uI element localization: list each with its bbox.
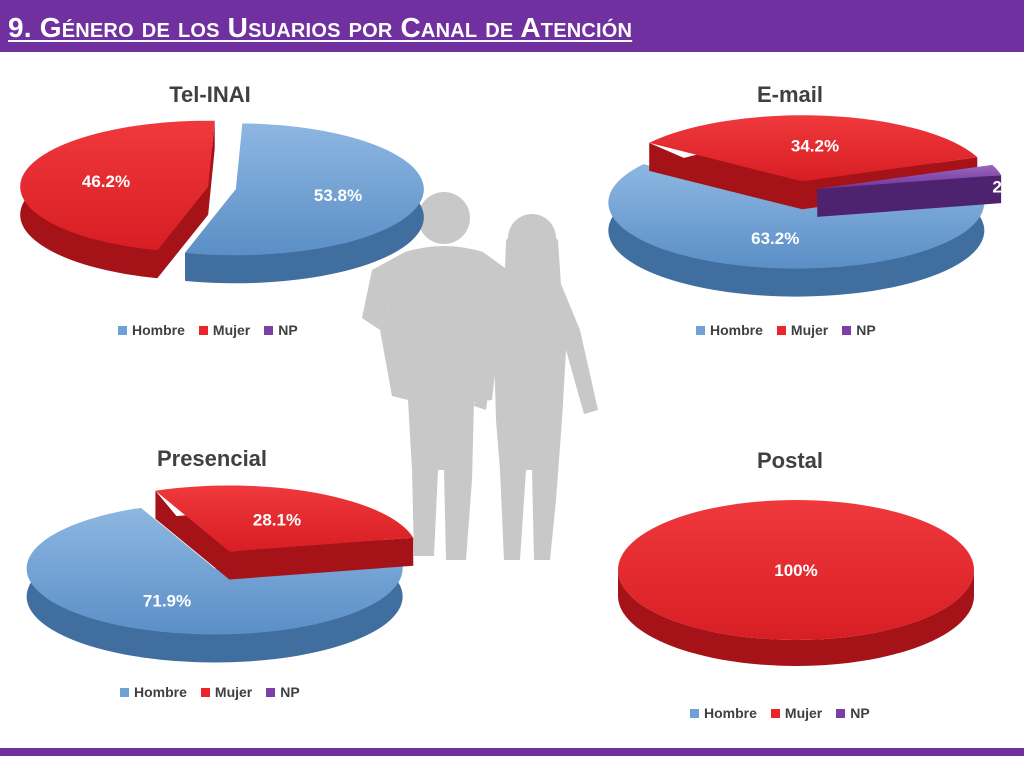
couple-silhouette-icon: [362, 192, 598, 560]
pie-slice-hombre: [185, 123, 424, 284]
pie-chart-0: 53.8% 46.2%: [20, 120, 424, 284]
header-bar: 9. Género de los Usuarios por Canal de A…: [0, 0, 1024, 52]
legend-item-hombre: Hombre: [696, 322, 763, 338]
pie-data-label: 63.2%: [751, 229, 799, 248]
legend-item-np: NP: [264, 322, 298, 338]
pie-slice-mujer: [618, 500, 974, 666]
chart-title-postal: Postal: [756, 448, 824, 473]
pie-slice-top: [649, 115, 978, 182]
pie-slice-top: [155, 485, 414, 552]
chart-title-presencial: Presencial: [156, 446, 268, 471]
legend-item-hombre: Hombre: [118, 322, 185, 338]
legend-item-mujer: Mujer: [776, 322, 828, 338]
pie-charts-canvas: 53.8% 46.2% 63.2% 34.2% 2.6% 71.9% 28.1% 100%: [20, 115, 1024, 666]
pie-slice-top: [185, 123, 424, 256]
pie-chart-1: 63.2% 34.2% 2.6%: [608, 115, 1024, 297]
pie-chart-2: 71.9% 28.1%: [26, 485, 414, 663]
legend-item-mujer: Mujer: [770, 705, 822, 721]
pie-slice-mujer: [155, 485, 414, 580]
pie-data-label: 2.6%: [992, 177, 1024, 196]
pie-data-label: 28.1%: [253, 510, 301, 529]
legend-item-np: NP: [266, 684, 300, 700]
pie-slice-top: [817, 164, 1002, 189]
pie-slice-side: [618, 570, 974, 666]
pie-data-label: 100%: [774, 561, 817, 580]
legend-item-np: NP: [836, 705, 870, 721]
legend-item-np: NP: [842, 322, 876, 338]
pie-slice-mujer: [20, 120, 215, 279]
chart-title-tel-inai: Tel-INAI: [169, 82, 251, 107]
legend-presencial: Hombre Mujer NP: [120, 684, 300, 700]
pie-data-label: 34.2%: [791, 136, 839, 155]
legend-postal: Hombre Mujer NP: [690, 705, 870, 721]
legend-item-mujer: Mujer: [200, 684, 252, 700]
pie-slice-np: [817, 164, 1002, 217]
chart-title-email: E-mail: [756, 82, 824, 107]
page-title: 9. Género de los Usuarios por Canal de A…: [8, 12, 633, 43]
pie-data-label: 71.9%: [143, 592, 191, 611]
legend-email: Hombre Mujer NP: [696, 322, 876, 338]
legend-tel-inai: Hombre Mujer NP: [118, 322, 298, 338]
pie-slice-top: [608, 164, 985, 269]
pie-chart-3: 100%: [618, 500, 974, 666]
pie-slice-top: [20, 120, 215, 251]
pie-slice-top: [26, 507, 403, 635]
legend-item-hombre: Hombre: [690, 705, 757, 721]
pie-data-label: 46.2%: [82, 172, 130, 191]
pie-slice-top: [618, 500, 974, 640]
footer-bar: [0, 748, 1024, 756]
legend-item-hombre: Hombre: [120, 684, 187, 700]
pie-data-label: 53.8%: [314, 186, 362, 205]
pie-slice-hombre: [26, 507, 403, 663]
pie-slice-hombre: [608, 164, 985, 297]
legend-item-mujer: Mujer: [198, 322, 250, 338]
